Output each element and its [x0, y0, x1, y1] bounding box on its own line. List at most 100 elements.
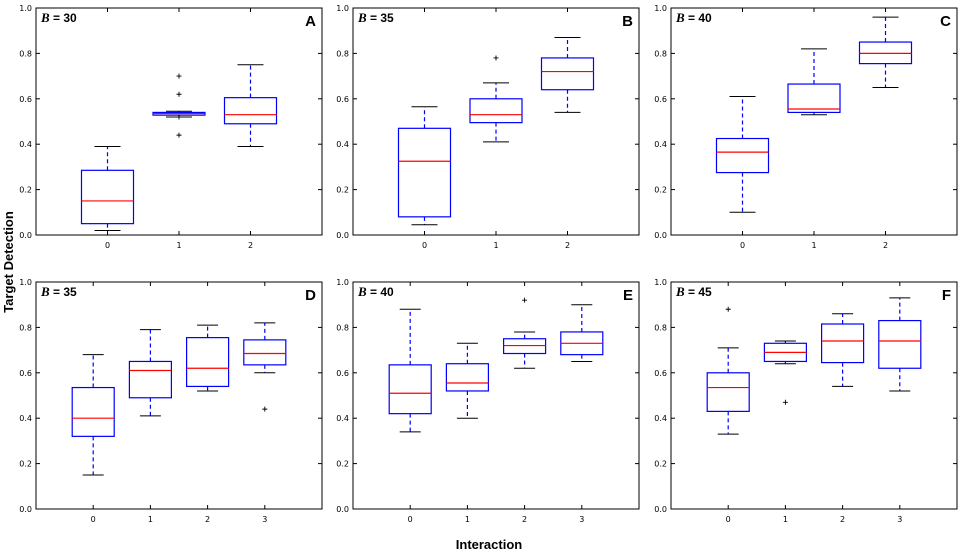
iqr-box: [128, 360, 172, 399]
y-tick-label: 0.0: [654, 505, 667, 514]
x-tick-label: 3: [579, 515, 584, 524]
x-tick-label: 3: [897, 515, 902, 524]
b-value: = 35: [50, 285, 77, 299]
y-tick-label: 1.0: [336, 4, 349, 13]
y-tick-label: 0.4: [19, 140, 32, 149]
b-value: = 30: [50, 11, 77, 25]
y-tick-label: 0.2: [336, 186, 349, 195]
b-value: = 45: [685, 285, 712, 299]
box-e-2: [503, 297, 547, 369]
x-tick-label: 1: [176, 241, 181, 250]
box-d-3: [243, 322, 287, 412]
outlier-point: [522, 297, 528, 303]
y-axis-label: Target Detection: [1, 211, 16, 313]
axes-frame: [352, 7, 640, 236]
y-tick-label: 0.8: [336, 323, 349, 332]
iqr-box: [243, 339, 287, 366]
iqr-box: [80, 169, 135, 225]
outlier-point: [262, 406, 268, 412]
panel-letter: B: [622, 13, 633, 30]
axes-frame: [35, 7, 323, 236]
box-f-2: [820, 313, 865, 387]
box-b-2: [540, 37, 595, 113]
box-e-1: [445, 342, 489, 419]
iqr-box: [820, 323, 865, 364]
outlier-point: [782, 399, 788, 405]
x-tick-label: 2: [248, 241, 253, 250]
y-tick-label: 0.2: [19, 186, 32, 195]
y-tick-label: 0.4: [336, 414, 349, 423]
panel-c: 0.0 0.2 0.4 0.6 0.8 1.0 0 1 2 B = 40 C: [654, 4, 958, 250]
x-tick-label: 1: [493, 241, 498, 250]
y-tick-label: 0.0: [336, 505, 349, 514]
y-tick-label: 0.6: [19, 369, 32, 378]
y-tick-label: 0.6: [19, 95, 32, 104]
y-tick-label: 0.6: [654, 95, 667, 104]
b-value-label: B = 35: [357, 10, 394, 25]
panel-e: 0.0 0.2 0.4 0.6 0.8 1.0 0 1 2 3 B = 40 E: [336, 278, 640, 524]
iqr-box: [706, 372, 750, 412]
iqr-box: [469, 98, 523, 124]
box-a-0: [80, 145, 135, 231]
y-tick-label: 1.0: [654, 278, 667, 287]
box-c-1: [787, 48, 841, 116]
box-e-0: [388, 308, 432, 433]
box-d-1: [128, 329, 172, 417]
y-tick-label: 0.2: [654, 460, 667, 469]
box-f-3: [878, 297, 922, 392]
panel-b: 0.00.20.40.60.81.00 1 2B = 35 B: [336, 4, 640, 250]
y-tick-label: 0.4: [654, 140, 667, 149]
iqr-box: [787, 83, 841, 114]
box-b-0: [397, 106, 452, 226]
panel-f: 0.0 0.2 0.4 0.6 0.8 1.0 0 1 2 3 B = 45 F: [654, 278, 958, 524]
outlier-point: [176, 132, 182, 138]
panel-letter: C: [940, 13, 951, 30]
b-value-label: B = 30: [40, 10, 77, 25]
x-tick-label: 0: [91, 515, 96, 524]
x-tick-label: 1: [811, 241, 816, 250]
y-tick-label: 0.2: [19, 460, 32, 469]
iqr-box: [397, 127, 452, 218]
outlier-point: [176, 91, 182, 97]
y-tick-label: 0.4: [19, 414, 32, 423]
y-tick-label: 0.8: [19, 49, 32, 58]
x-tick-label: 1: [783, 515, 788, 524]
y-tick-label: 0.0: [654, 231, 667, 240]
box-c-2: [858, 16, 913, 88]
x-tick-label: 2: [565, 241, 570, 250]
panel-letter: A: [305, 13, 316, 30]
x-tick-label: 3: [262, 515, 267, 524]
y-tick-label: 0.8: [654, 323, 667, 332]
b-value-label: B = 45: [675, 284, 712, 299]
panel-letter: D: [305, 287, 316, 304]
b-value-label: B = 40: [675, 10, 712, 25]
x-tick-label: 2: [840, 515, 845, 524]
outlier-point: [725, 306, 731, 312]
y-tick-label: 1.0: [336, 278, 349, 287]
y-tick-label: 1.0: [19, 4, 32, 13]
iqr-box: [223, 97, 278, 125]
axes-frame: [670, 7, 958, 236]
iqr-box: [715, 137, 770, 174]
b-variable: B: [357, 284, 367, 299]
box-b-1: [469, 55, 523, 143]
axes-frame: [352, 281, 640, 510]
x-tick-label: 0: [408, 515, 413, 524]
box-c-0: [715, 96, 770, 213]
panel-d: 0.0 0.2 0.4 0.6 0.8 1.0 0 1 2 3 B = 35 D: [19, 278, 323, 524]
outlier-point: [493, 55, 499, 61]
y-tick-label: 0.0: [19, 505, 32, 514]
box-f-0: [706, 306, 750, 435]
y-tick-label: 0.2: [654, 186, 667, 195]
y-tick-label: 0.4: [336, 140, 349, 149]
axes-frame: [35, 281, 323, 510]
y-tick-label: 0.0: [336, 231, 349, 240]
x-tick-label: 2: [522, 515, 527, 524]
iqr-box: [71, 386, 115, 437]
b-value-label: B = 35: [40, 284, 77, 299]
axes-frame: [670, 281, 958, 510]
panel-a: 0.0 0.2 0.4 0.6 0.8 1.0 0 1 2 B = 30 A: [19, 4, 323, 250]
y-tick-label: 1.0: [19, 278, 32, 287]
b-variable: B: [40, 10, 50, 25]
y-tick-label: 0.6: [654, 369, 667, 378]
